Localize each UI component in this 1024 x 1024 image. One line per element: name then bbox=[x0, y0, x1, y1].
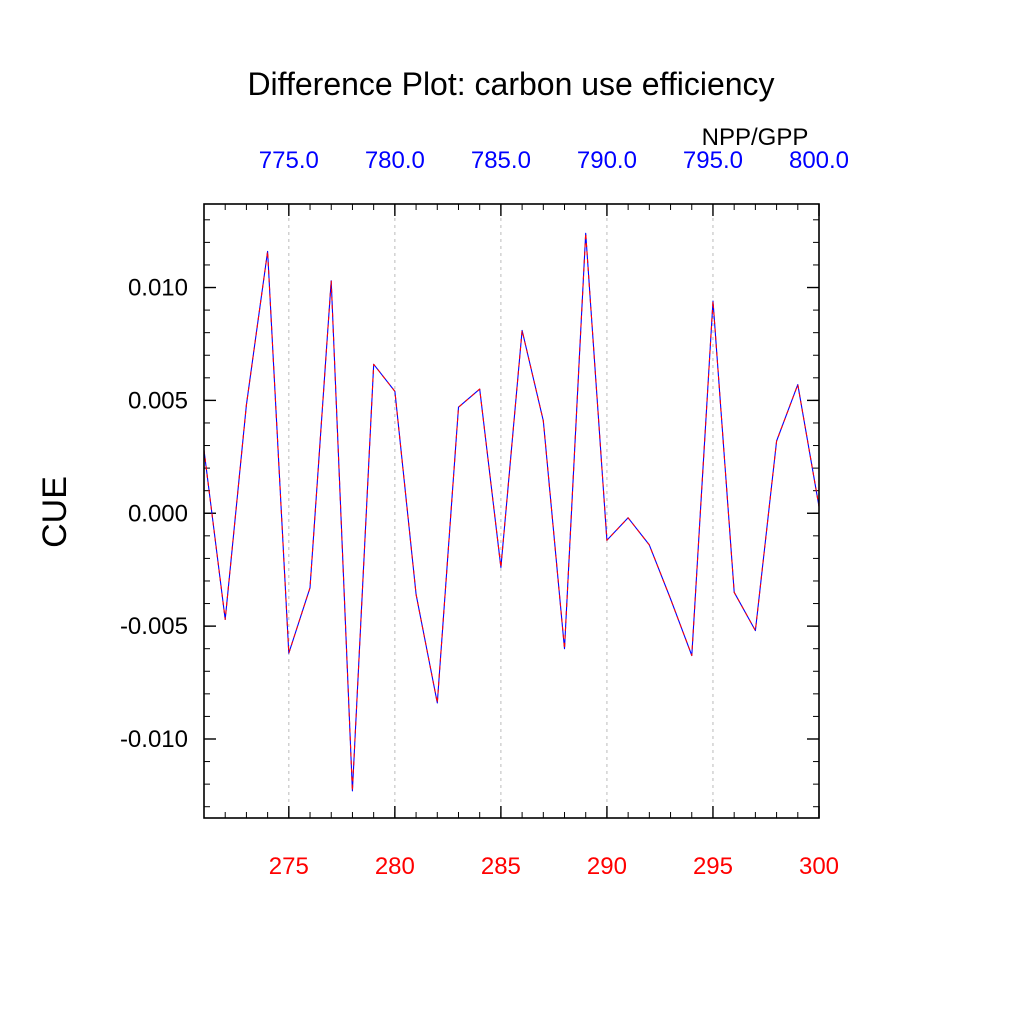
x-tick-label: 285 bbox=[481, 853, 521, 880]
grid-lines bbox=[288, 204, 714, 818]
top-tick-label: 795.0 bbox=[683, 147, 743, 174]
chart-title: Difference Plot: carbon use efficiency bbox=[247, 66, 774, 102]
plot-frame bbox=[203, 203, 820, 819]
top-tick-label: 785.0 bbox=[471, 147, 531, 174]
x-tick-label: 290 bbox=[587, 853, 627, 880]
minor-ticks bbox=[203, 204, 820, 818]
series-layer bbox=[203, 232, 820, 792]
corner-label: NPP/GPP bbox=[702, 124, 809, 151]
y-tick-label: 0.000 bbox=[128, 500, 188, 527]
bottom-tick-labels: 275 280 285 290 295 300 bbox=[269, 853, 839, 880]
top-tick-label: 800.0 bbox=[789, 147, 849, 174]
top-tick-label: 780.0 bbox=[365, 147, 425, 174]
y-tick-label: 0.005 bbox=[128, 387, 188, 414]
x-tick-label: 275 bbox=[269, 853, 309, 880]
y-tick-labels: 0.010 0.005 0.000 -0.005 -0.010 bbox=[120, 275, 188, 753]
top-tick-labels: 775.0 780.0 785.0 790.0 795.0 800.0 bbox=[259, 147, 849, 174]
y-tick-label: -0.010 bbox=[120, 726, 188, 753]
y-tick-label: -0.005 bbox=[120, 613, 188, 640]
series-line-2 bbox=[203, 232, 820, 792]
y-tick-label: 0.010 bbox=[128, 275, 188, 302]
x-tick-label: 300 bbox=[799, 853, 839, 880]
top-tick-label: 775.0 bbox=[259, 147, 319, 174]
x-tick-label: 295 bbox=[693, 853, 733, 880]
major-ticks bbox=[204, 204, 820, 818]
top-tick-label: 790.0 bbox=[577, 147, 637, 174]
x-tick-label: 280 bbox=[375, 853, 415, 880]
y-axis-label: CUE bbox=[36, 476, 74, 548]
series-line-1 bbox=[203, 232, 820, 792]
